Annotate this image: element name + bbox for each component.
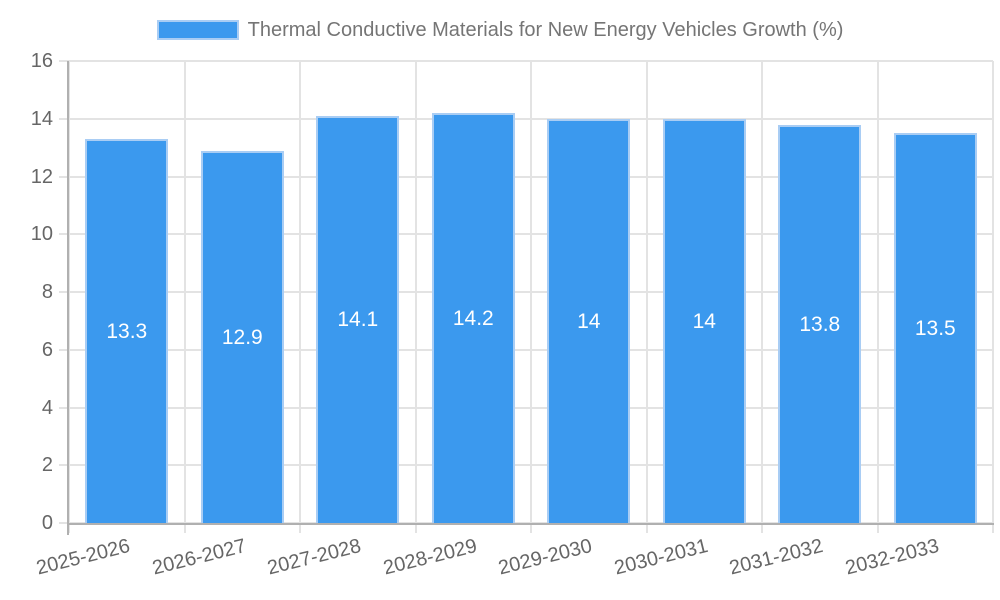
x-tick-mark (761, 523, 763, 533)
x-tick-mark (530, 523, 532, 533)
y-tick-mark (59, 291, 69, 293)
x-axis-label: 2028-2029 (380, 534, 479, 580)
x-axis-label: 2029-2030 (496, 534, 595, 580)
bar[interactable]: 13.5 (893, 133, 977, 523)
x-tick-mark (877, 523, 879, 533)
legend-label: Thermal Conductive Materials for New Ene… (247, 19, 844, 41)
x-axis-label: 2030-2031 (611, 534, 710, 580)
y-tick-mark (59, 407, 69, 409)
x-axis-label: 2027-2028 (265, 534, 364, 580)
bar-value-label: 13.3 (106, 320, 148, 343)
y-axis-label: 8 (41, 281, 53, 303)
y-axis-label: 10 (30, 223, 53, 245)
x-tick-mark (68, 523, 70, 533)
legend[interactable]: Thermal Conductive Materials for New Ene… (0, 16, 1000, 44)
y-tick-mark (59, 349, 69, 351)
y-axis-label: 12 (30, 166, 53, 188)
bar[interactable]: 14.1 (316, 115, 400, 523)
x-axis-label: 2025-2026 (34, 534, 133, 580)
v-gridline (992, 61, 994, 523)
y-tick-mark (59, 176, 69, 178)
v-gridline (646, 61, 648, 523)
y-tick-mark (59, 233, 69, 235)
v-gridline (415, 61, 417, 523)
x-tick-mark (299, 523, 301, 533)
bar-value-label: 14 (577, 309, 601, 333)
v-gridline (877, 61, 879, 523)
v-gridline (68, 61, 70, 523)
bar[interactable]: 13.8 (778, 124, 862, 523)
y-axis-label: 6 (41, 339, 53, 361)
legend-swatch (156, 20, 239, 40)
x-tick-mark (184, 523, 186, 533)
bar-value-label: 14.1 (337, 308, 379, 332)
y-tick-mark (59, 464, 69, 466)
y-tick-mark (59, 60, 69, 62)
x-axis-label: 2026-2027 (149, 534, 248, 580)
y-axis-label: 14 (30, 108, 53, 130)
y-axis-label: 16 (30, 50, 53, 72)
y-axis-label: 4 (41, 397, 53, 419)
bar[interactable]: 12.9 (200, 150, 284, 523)
x-axis-line (67, 523, 994, 525)
v-gridline (184, 61, 186, 523)
y-axis-label: 0 (41, 512, 53, 534)
v-gridline (761, 61, 763, 523)
y-tick-mark (59, 118, 69, 120)
y-axis-label: 2 (41, 454, 53, 476)
x-tick-mark (992, 523, 994, 533)
x-tick-mark (646, 523, 648, 533)
bar[interactable]: 14 (547, 118, 631, 524)
x-tick-mark (415, 523, 417, 533)
bar[interactable]: 14.2 (431, 113, 515, 523)
v-gridline (299, 61, 301, 523)
bar-value-label: 14 (692, 309, 716, 333)
bar-value-label: 13.8 (799, 312, 841, 336)
bar[interactable]: 14 (662, 118, 746, 524)
bar-value-label: 12.9 (221, 325, 263, 349)
bar[interactable]: 13.3 (85, 139, 169, 523)
x-axis-label: 2032-2033 (842, 534, 941, 580)
v-gridline (530, 61, 532, 523)
x-axis-label: 2031-2032 (727, 534, 826, 580)
y-axis-line (67, 61, 69, 535)
bar-value-label: 13.5 (914, 317, 956, 341)
y-tick-mark (59, 522, 69, 524)
h-gridline (69, 118, 993, 120)
h-gridline (69, 60, 993, 62)
bar-value-label: 14.2 (452, 307, 494, 330)
